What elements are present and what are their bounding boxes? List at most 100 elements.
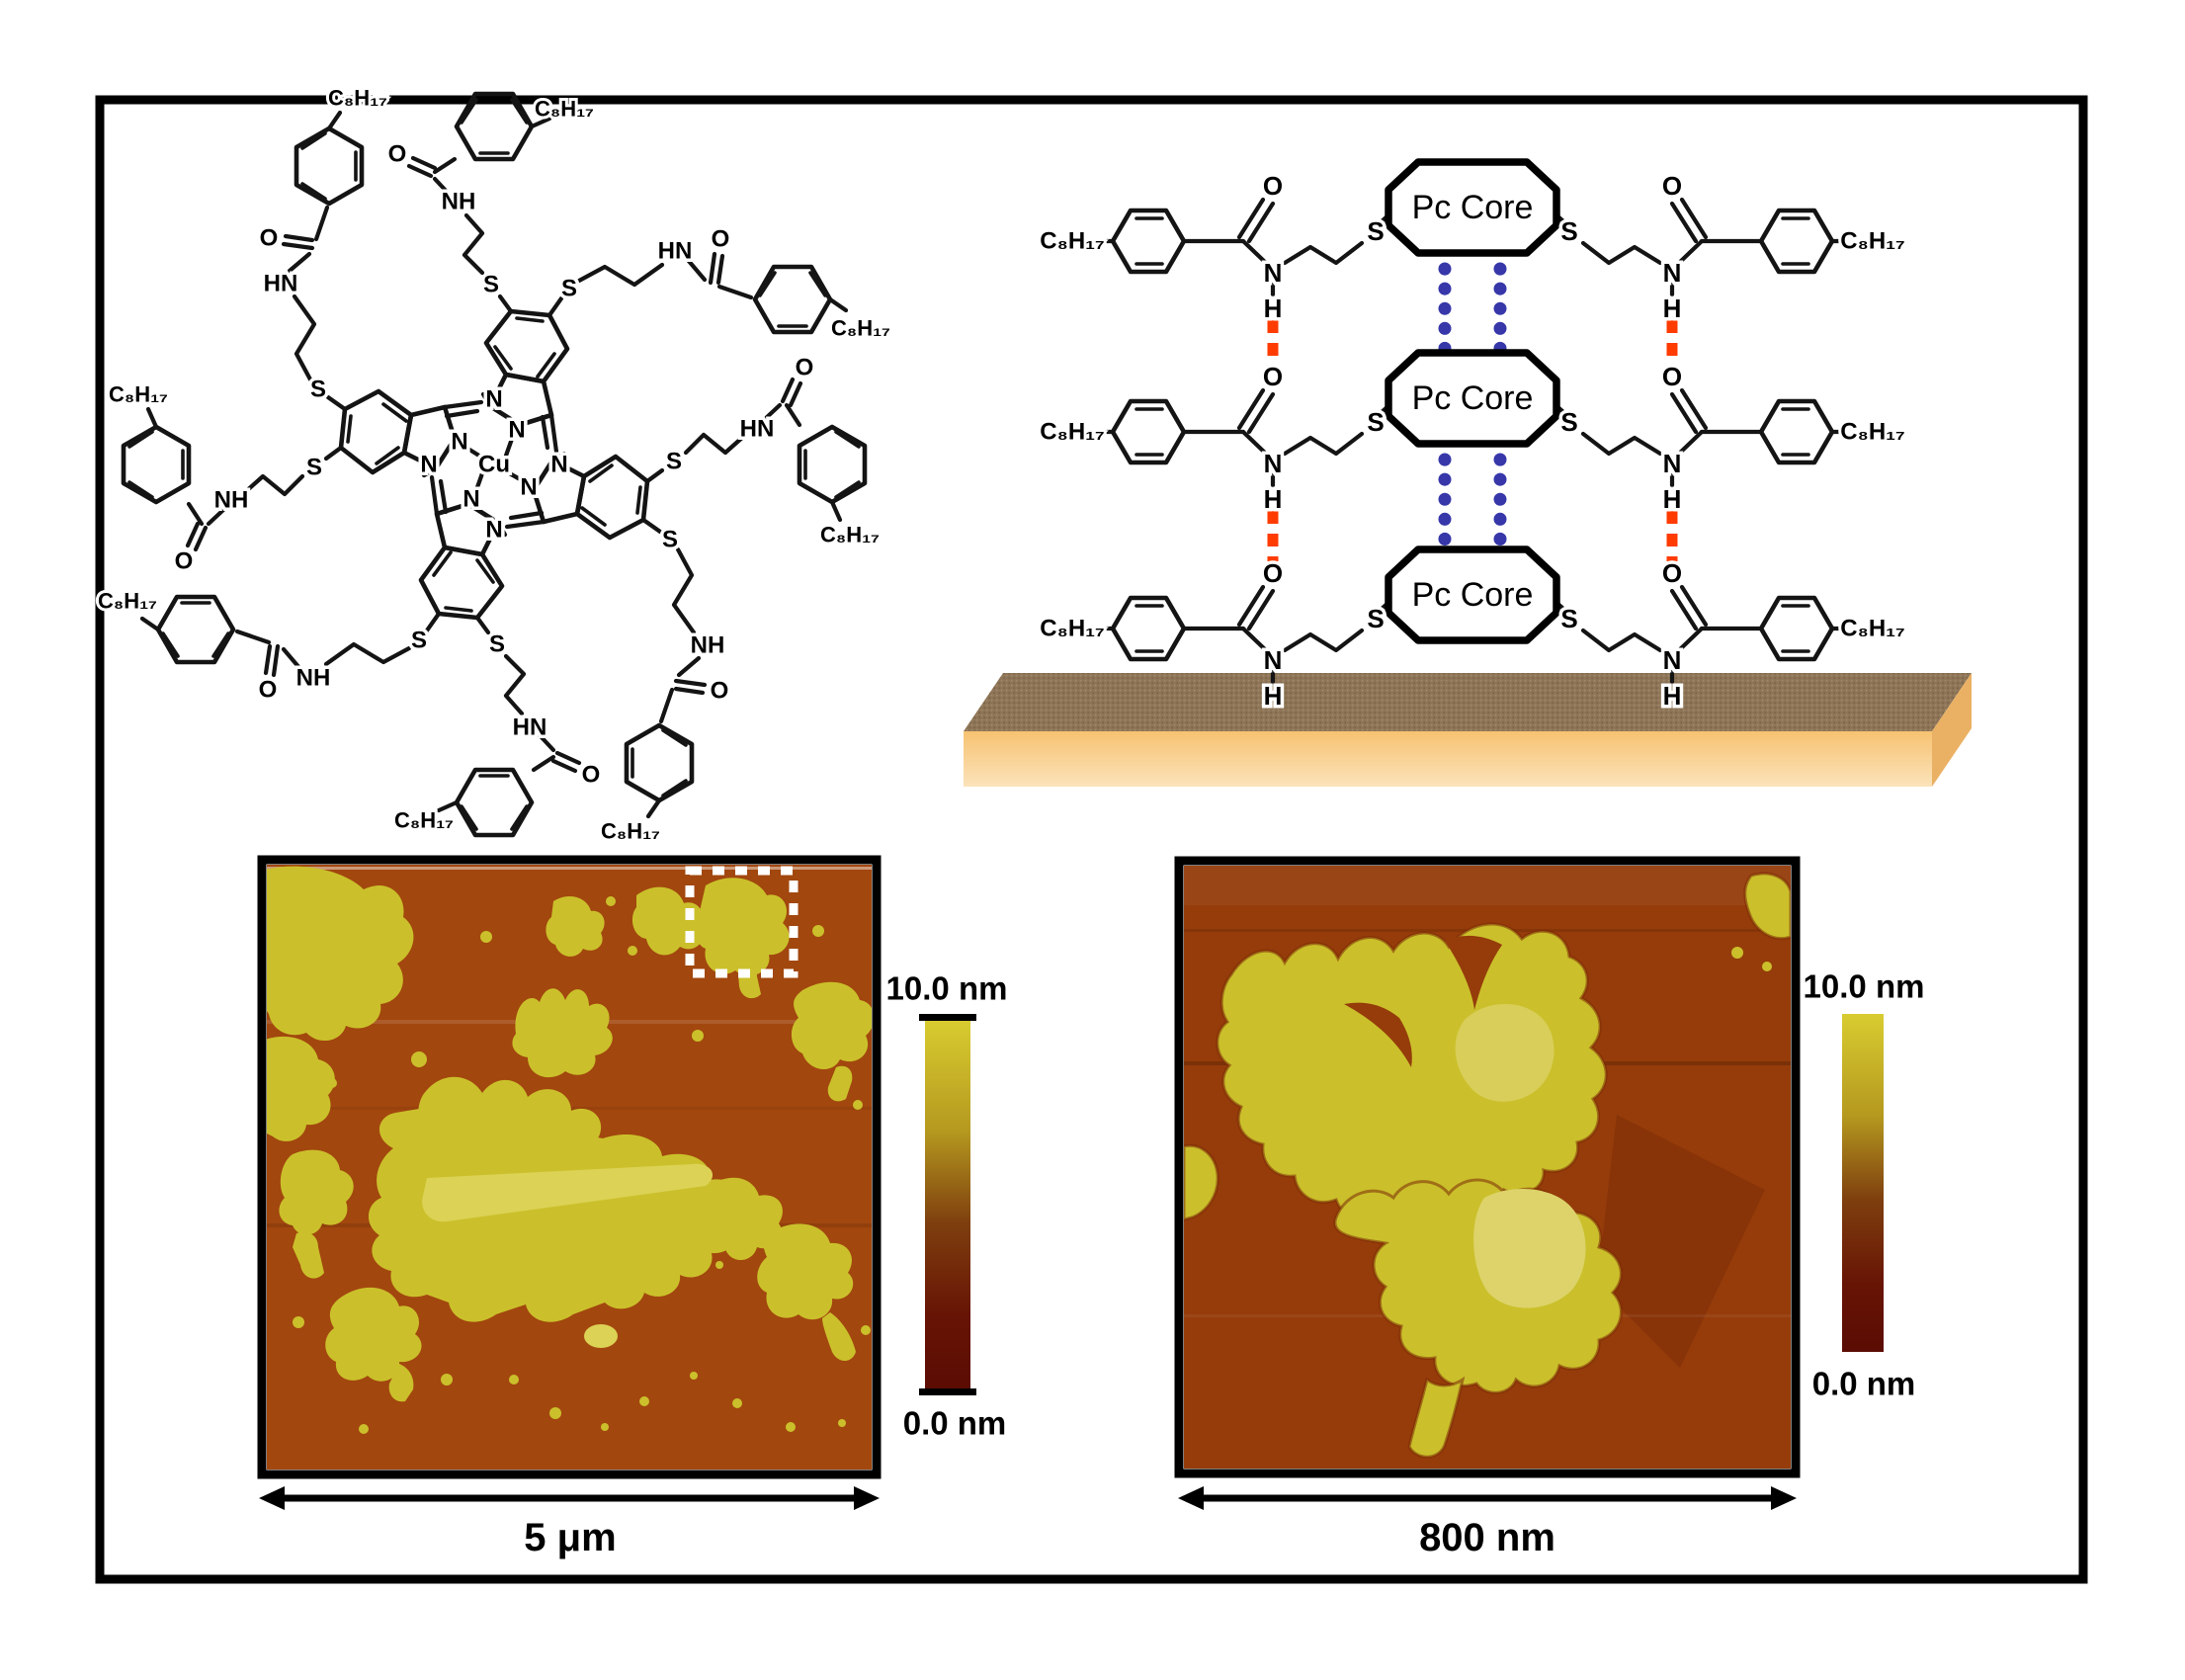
nitrogen-label: N bbox=[1264, 449, 1283, 478]
pc-core-label: Pc Core bbox=[1412, 379, 1534, 417]
oxygen-label: O bbox=[260, 225, 279, 252]
octyl-chain-label: C₈H₁₇ bbox=[109, 382, 168, 407]
nitrogen-label: N bbox=[1663, 645, 1682, 675]
hydrogen-label: H bbox=[1264, 484, 1283, 514]
sulfur-label: S bbox=[666, 449, 682, 475]
nitrogen-label: N bbox=[420, 452, 437, 478]
octyl-chain-label: C₈H₁₇ bbox=[1040, 228, 1104, 255]
sulfur-label: S bbox=[489, 631, 505, 658]
hydrogen-label: H bbox=[1264, 294, 1283, 323]
cu-n-bonds bbox=[463, 436, 525, 493]
oxygen-label: O bbox=[712, 226, 730, 253]
afm-right-islands bbox=[1184, 866, 1791, 1459]
nitrogen-label: N bbox=[550, 452, 567, 478]
hydrogen-bond-dashes bbox=[1267, 320, 1678, 561]
afm-right-colorbar bbox=[1842, 1014, 1884, 1352]
octyl-chain-label: C₈H₁₇ bbox=[1040, 616, 1104, 642]
stacking-diagram bbox=[964, 162, 1972, 787]
cu-label: Cu bbox=[478, 452, 510, 478]
highlight-region-box bbox=[685, 866, 798, 978]
hydrogen-label: H bbox=[1264, 681, 1283, 711]
afm-panel-zoom-scan bbox=[1174, 856, 1884, 1510]
pc-core-label: Pc Core bbox=[1412, 576, 1534, 614]
nitrogen-label: N bbox=[1264, 645, 1283, 675]
pi-stacking-dots bbox=[1438, 262, 1507, 551]
octyl-chain-label: C₈H₁₇ bbox=[831, 316, 890, 341]
amide-label: HN bbox=[513, 714, 547, 741]
sulfur-label: S bbox=[306, 455, 322, 481]
nitrogen-label: N bbox=[1264, 258, 1283, 288]
oxygen-label: O bbox=[259, 677, 278, 704]
nitrogen-label: N bbox=[485, 517, 502, 544]
hydrogen-label: H bbox=[1663, 484, 1682, 514]
afm-right-scale-arrow bbox=[1178, 1486, 1797, 1510]
octyl-chain-label: C₈H₁₇ bbox=[1840, 228, 1904, 255]
oxygen-label: O bbox=[1263, 558, 1283, 588]
sulfur-label: S bbox=[662, 527, 678, 553]
octyl-chain-label: C₈H₁₇ bbox=[535, 97, 594, 122]
nitrogen-label: N bbox=[451, 429, 467, 456]
nitrogen-label: N bbox=[485, 386, 502, 413]
amide-label: NH bbox=[296, 665, 331, 692]
sulfur-label: S bbox=[1367, 604, 1384, 633]
hydrogen-label: H bbox=[1663, 681, 1682, 711]
figure-border bbox=[95, 95, 2088, 1584]
octyl-chain-label: C₈H₁₇ bbox=[820, 523, 880, 547]
afm-left-colorbar bbox=[919, 1014, 976, 1395]
pc-core-label: Pc Core bbox=[1412, 189, 1534, 226]
afm-panel-large-scan bbox=[257, 855, 976, 1510]
octyl-chain-label: C₈H₁₇ bbox=[328, 86, 387, 111]
nitrogen-label: N bbox=[462, 486, 479, 513]
oxygen-label: O bbox=[1263, 171, 1283, 201]
scale-bar-label: 5 μm bbox=[524, 1516, 616, 1559]
sulfur-label: S bbox=[310, 377, 326, 403]
afm-left-islands bbox=[267, 866, 872, 1434]
octyl-chain-label: C₈H₁₇ bbox=[394, 808, 454, 833]
oxygen-label: O bbox=[1662, 558, 1682, 588]
afm-small-particles bbox=[293, 896, 871, 1434]
oxygen-label: O bbox=[1263, 362, 1283, 391]
oxygen-label: O bbox=[711, 678, 729, 705]
afm-right-frame bbox=[1174, 856, 1801, 1478]
octyl-chain-label: C₈H₁₇ bbox=[98, 589, 157, 614]
colorbar-max-label: 10.0 nm bbox=[886, 970, 1008, 1007]
colorbar-min-label: 0.0 nm bbox=[1812, 1366, 1916, 1402]
sulfur-label: S bbox=[1560, 407, 1577, 437]
afm-left-frame bbox=[257, 855, 882, 1479]
octyl-chain-label: C₈H₁₇ bbox=[1840, 419, 1904, 446]
sulfur-label: S bbox=[561, 276, 577, 302]
oxygen-label: O bbox=[796, 355, 814, 381]
sulfur-label: S bbox=[1367, 407, 1384, 437]
nitrogen-label: N bbox=[508, 417, 525, 444]
substrate bbox=[964, 673, 1972, 787]
oxygen-label: O bbox=[1662, 171, 1682, 201]
hydrogen-label: H bbox=[1663, 294, 1682, 323]
octyl-chain-label: C₈H₁₇ bbox=[1040, 419, 1104, 446]
amide-label: HN bbox=[658, 238, 693, 265]
colorbar-min-label: 0.0 nm bbox=[903, 1405, 1007, 1442]
octyl-chain-label: C₈H₁₇ bbox=[1840, 616, 1904, 642]
sulfur-label: S bbox=[1560, 216, 1577, 246]
nitrogen-label: N bbox=[1663, 449, 1682, 478]
scale-bar-label: 800 nm bbox=[1419, 1516, 1555, 1559]
afm-left-scale-arrow bbox=[259, 1486, 880, 1510]
amide-label: NH bbox=[214, 487, 249, 514]
amide-label: NH bbox=[442, 189, 476, 215]
oxygen-label: O bbox=[388, 141, 407, 168]
colorbar-max-label: 10.0 nm bbox=[1804, 968, 1925, 1005]
nitrogen-label: N bbox=[1663, 258, 1682, 288]
sulfur-label: S bbox=[411, 628, 427, 654]
oxygen-label: O bbox=[1662, 362, 1682, 391]
amide-label: NH bbox=[691, 632, 725, 659]
nitrogen-label: N bbox=[520, 474, 537, 501]
amide-label: HN bbox=[740, 416, 775, 443]
phthalocyanine-structure bbox=[124, 94, 865, 835]
amide-label: HN bbox=[264, 271, 298, 297]
sulfur-label: S bbox=[1367, 216, 1384, 246]
oxygen-label: O bbox=[175, 548, 194, 575]
oxygen-label: O bbox=[582, 762, 601, 789]
sulfur-label: S bbox=[483, 272, 499, 298]
